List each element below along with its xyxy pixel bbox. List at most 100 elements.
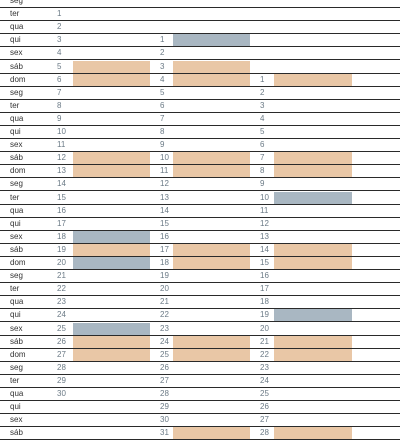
calendar-row: sáb 5 3	[0, 60, 400, 74]
calendar-row: seg	[0, 0, 400, 9]
row-divider	[0, 46, 400, 48]
day-number: 23	[57, 297, 66, 307]
day-number: 23	[260, 362, 269, 372]
day-number: 13	[57, 166, 66, 176]
day-number: 4	[57, 48, 62, 58]
weekday-label: sex	[10, 415, 23, 425]
day-number: 9	[160, 140, 165, 150]
row-divider	[0, 85, 400, 87]
day-number: 9	[57, 113, 62, 123]
row-divider	[0, 20, 400, 22]
day-number: 26	[160, 362, 169, 372]
day-number: 10	[160, 153, 169, 163]
calendar-row: dom 13 11 8	[0, 165, 400, 179]
weekday-label: sáb	[10, 61, 23, 71]
row-divider	[0, 124, 400, 126]
row-divider	[0, 321, 400, 323]
row-divider	[0, 72, 400, 74]
weekend-highlight	[73, 243, 150, 256]
day-number: 24	[260, 375, 269, 385]
day-number: 27	[260, 415, 269, 425]
calendar-row: ter 22 20 17	[0, 283, 400, 297]
row-divider	[0, 282, 400, 284]
weekend-highlight	[73, 348, 150, 361]
day-number: 12	[160, 179, 169, 189]
weekday-label: seg	[10, 179, 23, 189]
day-number: 12	[260, 218, 269, 228]
day-number: 8	[260, 166, 265, 176]
calendar-row: seg 21 19 16	[0, 270, 400, 284]
day-number: 6	[57, 74, 62, 84]
day-number: 27	[57, 349, 66, 359]
day-number: 19	[160, 271, 169, 281]
row-divider	[0, 59, 400, 61]
row-divider	[0, 190, 400, 192]
weekend-highlight	[73, 60, 150, 73]
calendar-row: dom 6 4 1	[0, 73, 400, 87]
day-number: 21	[260, 336, 269, 346]
day-number: 14	[260, 244, 269, 254]
calendar-row: seg 7 5 2	[0, 87, 400, 100]
day-number: 11	[260, 205, 269, 215]
weekend-highlight	[274, 257, 352, 269]
weekday-label: sex	[10, 323, 23, 333]
row-divider	[0, 386, 400, 388]
day-number: 17	[160, 244, 169, 254]
weekday-label: dom	[10, 74, 26, 84]
calendar-row: qua 9 7 4	[0, 113, 400, 126]
weekday-label: qua	[10, 389, 24, 398]
weekday-label: sáb	[10, 153, 23, 163]
calendar-row: qua 2	[0, 21, 400, 35]
row-divider	[0, 33, 400, 35]
calendar-row: seg 14 12 9	[0, 178, 400, 192]
day-number: 18	[160, 258, 169, 267]
calendar-row: ter 1	[0, 8, 400, 22]
day-number: 3	[160, 61, 165, 71]
day-number: 29	[57, 375, 66, 385]
day-number: 21	[160, 297, 169, 307]
calendar-row: sáb 26 24 21	[0, 335, 400, 349]
weekday-label: dom	[10, 258, 26, 267]
day-number: 11	[160, 166, 169, 176]
holiday-highlight	[274, 191, 352, 204]
weekend-highlight	[73, 335, 150, 348]
row-divider	[0, 295, 400, 297]
calendar-row: sex 25 23 20	[0, 322, 400, 336]
weekday-label: sex	[10, 140, 23, 150]
day-number: 9	[260, 179, 265, 189]
day-number: 6	[260, 140, 265, 150]
day-number: 13	[160, 192, 169, 202]
calendar-row: ter 15 13 10	[0, 191, 400, 205]
weekend-highlight	[173, 257, 250, 269]
row-divider	[0, 360, 400, 362]
day-number: 25	[160, 349, 169, 359]
day-number: 4	[260, 113, 265, 123]
day-number: 18	[57, 231, 66, 241]
day-number: 1	[260, 74, 265, 84]
weekday-label: ter	[10, 284, 20, 294]
calendar-row: qui 24 22 19	[0, 309, 400, 323]
day-number: 25	[260, 389, 269, 398]
day-number: 27	[160, 375, 169, 385]
row-divider	[0, 7, 400, 9]
row-divider	[0, 203, 400, 205]
weekday-label: qua	[10, 205, 24, 215]
weekday-label: seg	[10, 271, 23, 281]
weekday-label: sex	[10, 231, 23, 241]
day-number: 30	[160, 415, 169, 425]
weekday-label: ter	[10, 100, 20, 110]
weekday-label: dom	[10, 166, 26, 176]
weekday-label: qui	[10, 310, 21, 320]
holiday-highlight	[274, 309, 352, 322]
day-number: 25	[57, 323, 66, 333]
weekend-highlight	[173, 60, 250, 73]
day-number: 30	[57, 389, 66, 398]
holiday-highlight	[73, 322, 150, 335]
day-number: 2	[57, 22, 62, 32]
weekday-label: seg	[10, 0, 23, 5]
weekday-label: dom	[10, 349, 26, 359]
day-number: 16	[260, 271, 269, 281]
weekday-label: sáb	[10, 244, 23, 254]
row-divider	[0, 242, 400, 244]
calendar-row: dom 27 25 22	[0, 348, 400, 362]
